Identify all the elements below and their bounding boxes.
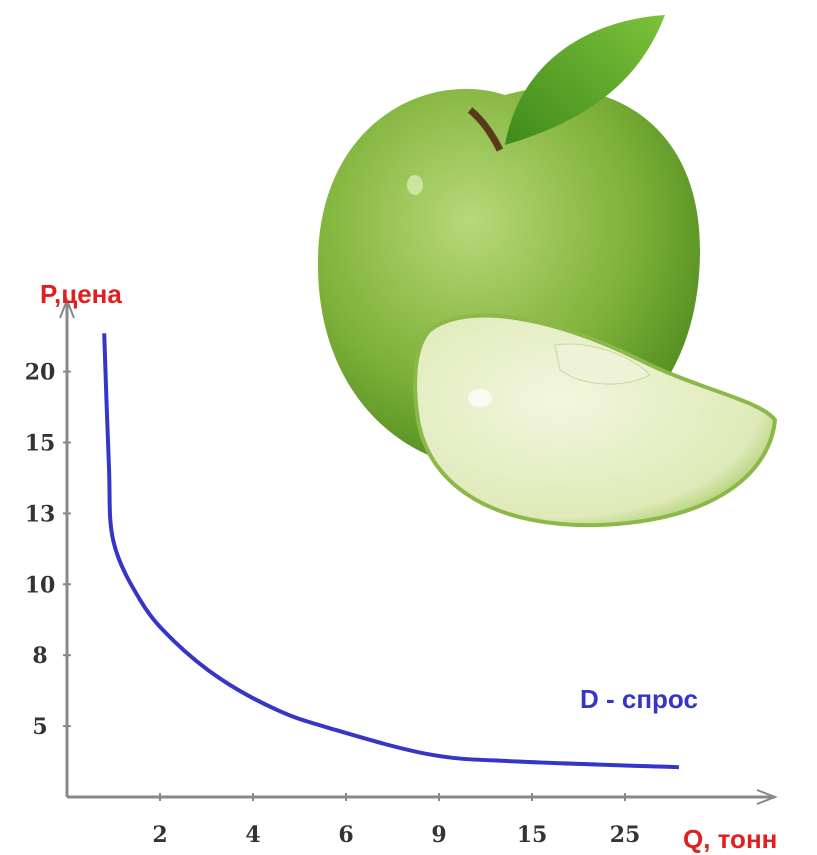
demand-curve — [102, 333, 680, 770]
x-tick-label: 25 — [610, 822, 641, 848]
apple-illustration — [317, 15, 778, 528]
y-tick-label: 10 — [25, 572, 56, 598]
x-tick-label: 9 — [431, 822, 446, 848]
x-tick-label: 15 — [517, 822, 548, 848]
y-tick-label: 5 — [32, 714, 47, 740]
x-axis-label: Q, тонн — [683, 824, 777, 854]
series-label: D - спрос — [580, 684, 698, 714]
y-axis-label: P,цена — [40, 279, 122, 309]
y-axis-arrow — [59, 297, 75, 319]
y-tick-label: 15 — [25, 431, 56, 457]
x-tick-label: 4 — [245, 822, 260, 848]
y-tick-label: 8 — [32, 643, 47, 669]
x-axis-arrow — [756, 789, 778, 805]
plot-area: 5 8 10 13 15 20 2 4 6 9 15 25 P,цена Q, тонн D - спрос — [25, 279, 778, 854]
y-tick-label: 13 — [25, 501, 56, 527]
y-tick-label: 20 — [25, 360, 56, 386]
x-tick-label: 6 — [338, 822, 353, 848]
x-tick-label: 2 — [152, 822, 167, 848]
